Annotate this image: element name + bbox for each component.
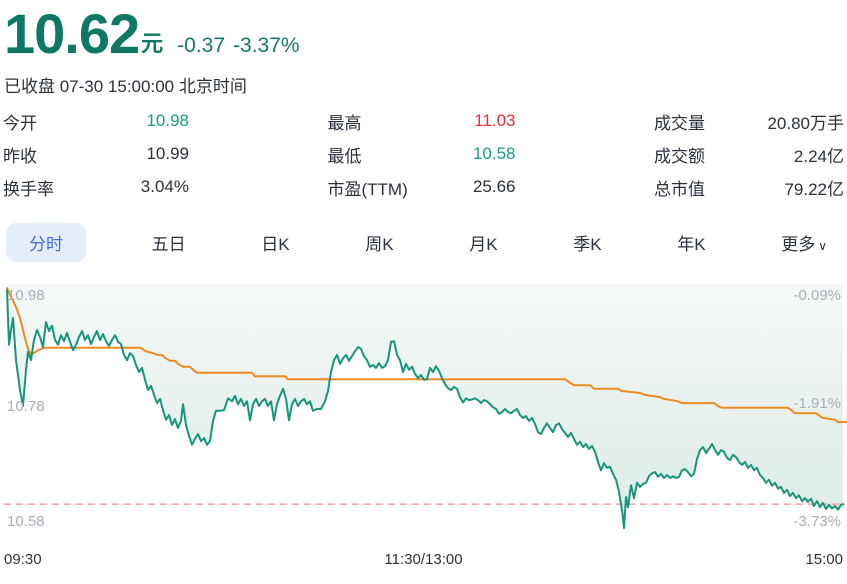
tab-monthly-k[interactable]: 月K — [469, 234, 498, 254]
time-tick-open: 09:30 — [4, 551, 42, 568]
price-change-percent: -3.37% — [233, 34, 300, 57]
stat-low: 最低 10.58 — [327, 144, 516, 166]
tab-weekly-k[interactable]: 周K — [365, 234, 394, 254]
y-label-left-top: 10.98 — [7, 287, 45, 304]
y-label-right-top: -0.09% — [793, 287, 841, 304]
chevron-down-icon: ∨ — [818, 238, 827, 253]
tab-more[interactable]: 更多 ∨ — [781, 234, 827, 254]
stat-high: 最高 11.03 — [327, 111, 516, 133]
price-header: 10.62 元 -0.37 -3.37% — [4, 6, 300, 62]
stat-open: 今开 10.98 — [3, 111, 189, 133]
current-price: 10.62 — [4, 2, 140, 65]
market-status: 已收盘 07-30 15:00:00 北京时间 — [4, 77, 247, 96]
price-line — [6, 289, 844, 529]
tab-minute[interactable]: 分时 — [6, 222, 86, 262]
y-label-left-mid: 10.78 — [7, 398, 45, 415]
stat-prev-close: 昨收 10.99 — [3, 144, 189, 166]
tab-five-day[interactable]: 五日 — [151, 234, 186, 254]
y-label-right-mid: -1.91% — [793, 395, 841, 412]
tab-quarterly-k[interactable]: 季K — [573, 234, 602, 254]
chart-period-tabs: 分时 五日 日K 周K 月K 季K 年K 更多 ∨ — [0, 222, 847, 262]
stat-market-cap: 总市值 79.22亿 — [654, 179, 844, 199]
intraday-chart: 10.98 10.78 10.58 -0.09% -1.91% -3.73% 0… — [0, 278, 847, 584]
intraday-chart-canvas[interactable] — [0, 278, 847, 548]
stat-pe-ttm: 市盈(TTM) 25.66 — [327, 177, 516, 199]
stats-grid: 今开 10.98 昨收 10.99 换手率 3.04% 最高 11.03 最低 … — [0, 110, 847, 199]
average-price-line — [6, 287, 847, 424]
stat-volume: 成交量 20.80万手 — [654, 113, 844, 133]
price-unit: 元 — [141, 31, 164, 56]
y-label-left-bottom: 10.58 — [7, 513, 45, 530]
price-change: -0.37 — [177, 34, 226, 57]
time-axis: 09:30 11:30/13:00 15:00 — [0, 551, 847, 568]
tab-daily-k[interactable]: 日K — [261, 234, 290, 254]
stat-turnover-rate: 换手率 3.04% — [3, 177, 189, 199]
tab-yearly-k[interactable]: 年K — [677, 234, 706, 254]
time-tick-noon: 11:30/13:00 — [384, 551, 463, 568]
stat-amount: 成交额 2.24亿 — [654, 146, 844, 166]
time-tick-close: 15:00 — [805, 551, 843, 568]
price-area-fill — [7, 284, 843, 528]
y-label-right-bottom: -3.73% — [793, 513, 841, 530]
